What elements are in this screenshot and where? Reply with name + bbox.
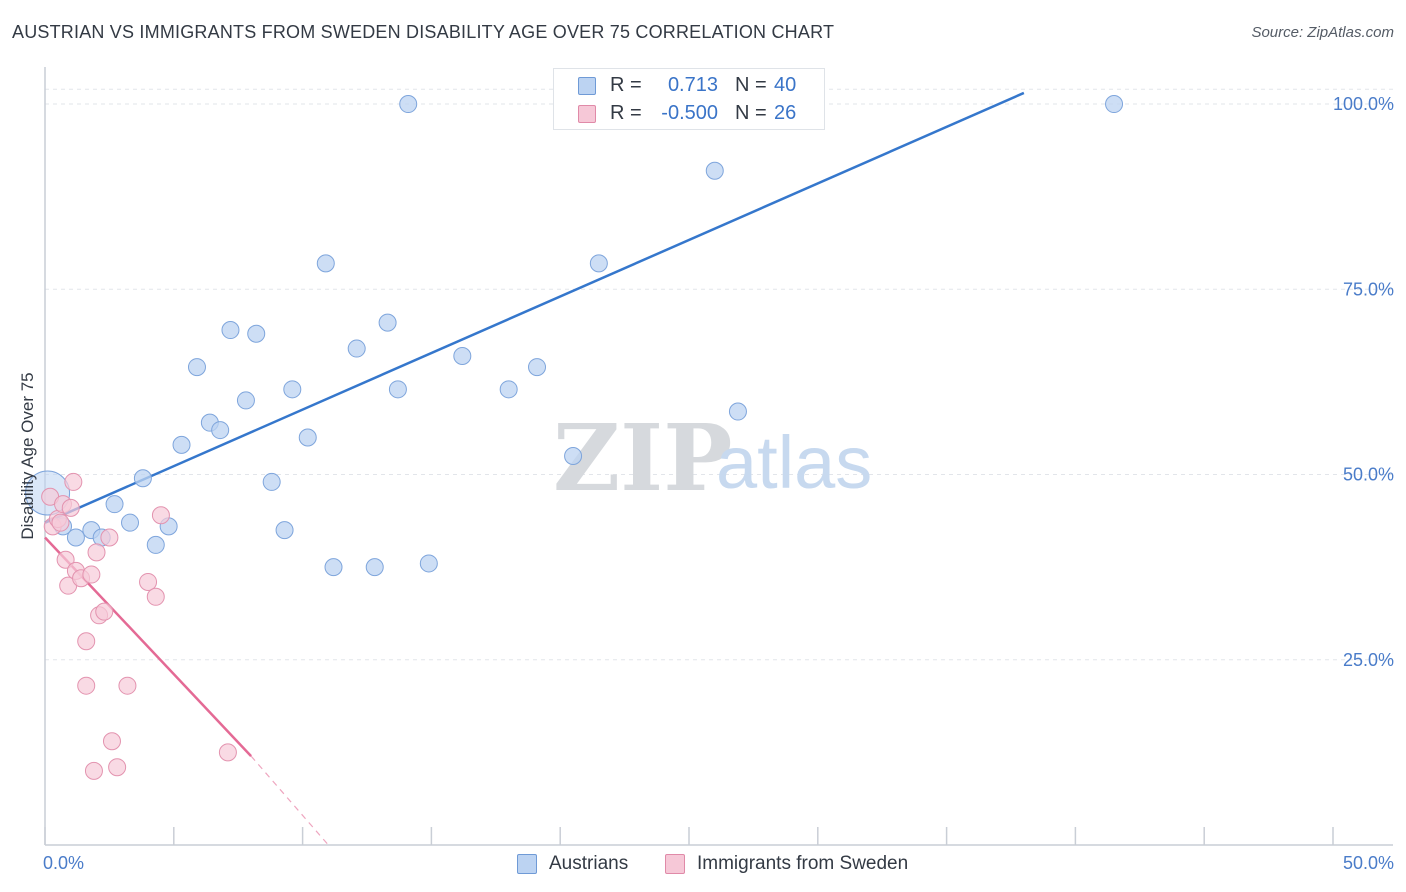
point-sweden	[218, 743, 237, 762]
point-austrians	[187, 358, 206, 377]
point-sweden	[56, 550, 75, 569]
point-sweden	[64, 472, 83, 491]
point-austrians	[324, 558, 343, 577]
point-austrians	[499, 380, 518, 399]
tick-labels: 25.0% 50.0% 75.0% 100.0% 0.0% 50.0% Disability…	[18, 94, 1394, 873]
point-sweden	[102, 732, 121, 751]
point-sweden	[100, 528, 119, 547]
point-austrians	[528, 358, 547, 377]
point-sweden	[87, 543, 106, 562]
point-austrians	[589, 254, 608, 273]
point-austrians	[298, 428, 317, 447]
x-tick-label-max: 50.0%	[1343, 853, 1394, 873]
stats-r-label: R =	[610, 74, 642, 96]
point-austrians	[1105, 95, 1124, 114]
y-axis-title: Disability Age Over 75	[18, 372, 37, 539]
point-austrians	[316, 254, 335, 273]
point-sweden	[95, 602, 114, 621]
stats-row-sweden: R = -0.500 N = 26	[554, 99, 824, 129]
point-austrians	[705, 161, 724, 180]
point-austrians	[453, 346, 472, 365]
chart-title: AUSTRIAN VS IMMIGRANTS FROM SWEDEN DISAB…	[12, 22, 835, 42]
y-tick-label: 50.0%	[1343, 465, 1394, 485]
y-tick-label: 75.0%	[1343, 279, 1394, 299]
point-austrians	[211, 421, 230, 440]
point-austrians	[247, 324, 266, 343]
legend: Austrians Immigrants from Sweden	[0, 851, 1406, 879]
point-sweden	[77, 632, 96, 651]
point-austrians	[66, 528, 85, 547]
legend-swatch-sweden	[665, 854, 685, 874]
point-austrians	[419, 554, 438, 573]
point-austrians	[399, 95, 418, 114]
point-austrians	[378, 313, 397, 332]
watermark-zip: ZIP	[553, 404, 732, 512]
chart-source: Source: ZipAtlas.com	[1251, 24, 1394, 41]
point-austrians	[275, 521, 294, 540]
point-sweden	[108, 758, 127, 777]
stats-r-value: -0.500	[661, 102, 718, 124]
watermark-atlas: atlas	[716, 421, 872, 504]
y-tick-label: 100.0%	[1333, 94, 1394, 114]
point-sweden	[146, 587, 165, 606]
point-austrians	[146, 535, 165, 554]
point-austrians	[105, 495, 124, 514]
stats-r-label: R =	[610, 102, 642, 124]
legend-swatch-austrians	[517, 854, 537, 874]
point-austrians	[283, 380, 302, 399]
point-sweden	[118, 676, 137, 695]
point-austrians	[728, 402, 747, 421]
axes	[44, 67, 1393, 846]
point-austrians	[365, 558, 384, 577]
trend-lines	[44, 91, 1025, 846]
y-tick-label: 25.0%	[1343, 650, 1394, 670]
watermark: ZIP atlas	[553, 404, 872, 512]
point-sweden	[151, 506, 170, 525]
x-tick-label-min: 0.0%	[43, 853, 84, 873]
stats-box: R = 0.713 N = 40 R = -0.500 N = 26	[553, 68, 825, 130]
point-sweden	[84, 761, 103, 780]
point-austrians	[388, 380, 407, 399]
legend-label-austrians: Austrians	[549, 853, 629, 874]
stats-swatch-austrians	[578, 77, 596, 95]
point-sweden	[139, 572, 158, 591]
point-austrians	[133, 469, 152, 488]
point-austrians	[564, 447, 583, 465]
point-austrians	[236, 391, 255, 410]
trend-line-austrians	[44, 91, 1025, 524]
legend-label-sweden: Immigrants from Sweden	[697, 853, 909, 874]
point-austrians	[262, 472, 281, 491]
trend-line-sweden-extension	[250, 755, 329, 846]
stats-n-label: N =	[735, 74, 767, 96]
point-austrians	[121, 513, 140, 532]
point-sweden	[51, 513, 70, 532]
stats-swatch-sweden	[578, 105, 596, 123]
point-sweden	[77, 676, 96, 695]
point-austrians	[347, 339, 366, 358]
stats-r-value: 0.713	[667, 74, 718, 96]
point-sweden	[61, 498, 80, 517]
stats-n-value: 40	[774, 74, 797, 96]
stats-n-label: N =	[735, 102, 767, 124]
stats-row-austrians: R = 0.713 N = 40	[554, 71, 824, 101]
point-austrians	[221, 321, 240, 340]
point-sweden	[82, 565, 101, 584]
stats-n-value: 26	[774, 102, 797, 124]
point-austrians	[172, 435, 191, 454]
